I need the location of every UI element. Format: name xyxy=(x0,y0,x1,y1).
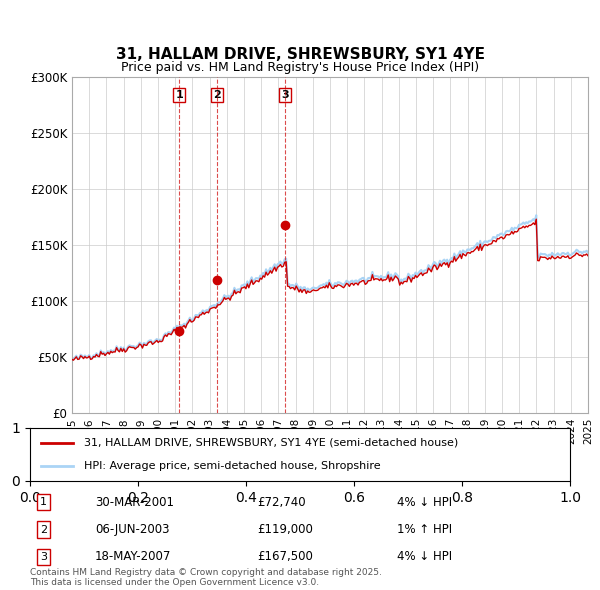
Text: 18-MAY-2007: 18-MAY-2007 xyxy=(95,550,171,563)
Text: HPI: Average price, semi-detached house, Shropshire: HPI: Average price, semi-detached house,… xyxy=(84,461,380,471)
Text: 31, HALLAM DRIVE, SHREWSBURY, SY1 4YE: 31, HALLAM DRIVE, SHREWSBURY, SY1 4YE xyxy=(115,47,485,62)
Text: 1: 1 xyxy=(40,497,47,507)
Text: 31, HALLAM DRIVE, SHREWSBURY, SY1 4YE (semi-detached house): 31, HALLAM DRIVE, SHREWSBURY, SY1 4YE (s… xyxy=(84,438,458,448)
Text: 30-MAR-2001: 30-MAR-2001 xyxy=(95,496,174,509)
Text: 06-JUN-2003: 06-JUN-2003 xyxy=(95,523,169,536)
Text: £72,740: £72,740 xyxy=(257,496,305,509)
Text: 1: 1 xyxy=(175,90,183,100)
Text: £167,500: £167,500 xyxy=(257,550,313,563)
Text: 2: 2 xyxy=(40,525,47,535)
Text: 4% ↓ HPI: 4% ↓ HPI xyxy=(397,550,452,563)
Text: 3: 3 xyxy=(40,552,47,562)
Text: Price paid vs. HM Land Registry's House Price Index (HPI): Price paid vs. HM Land Registry's House … xyxy=(121,61,479,74)
Text: 3: 3 xyxy=(281,90,289,100)
Text: 2: 2 xyxy=(213,90,221,100)
Text: Contains HM Land Registry data © Crown copyright and database right 2025.
This d: Contains HM Land Registry data © Crown c… xyxy=(30,568,382,587)
Text: 1% ↑ HPI: 1% ↑ HPI xyxy=(397,523,452,536)
Text: 4% ↓ HPI: 4% ↓ HPI xyxy=(397,496,452,509)
Text: £119,000: £119,000 xyxy=(257,523,313,536)
